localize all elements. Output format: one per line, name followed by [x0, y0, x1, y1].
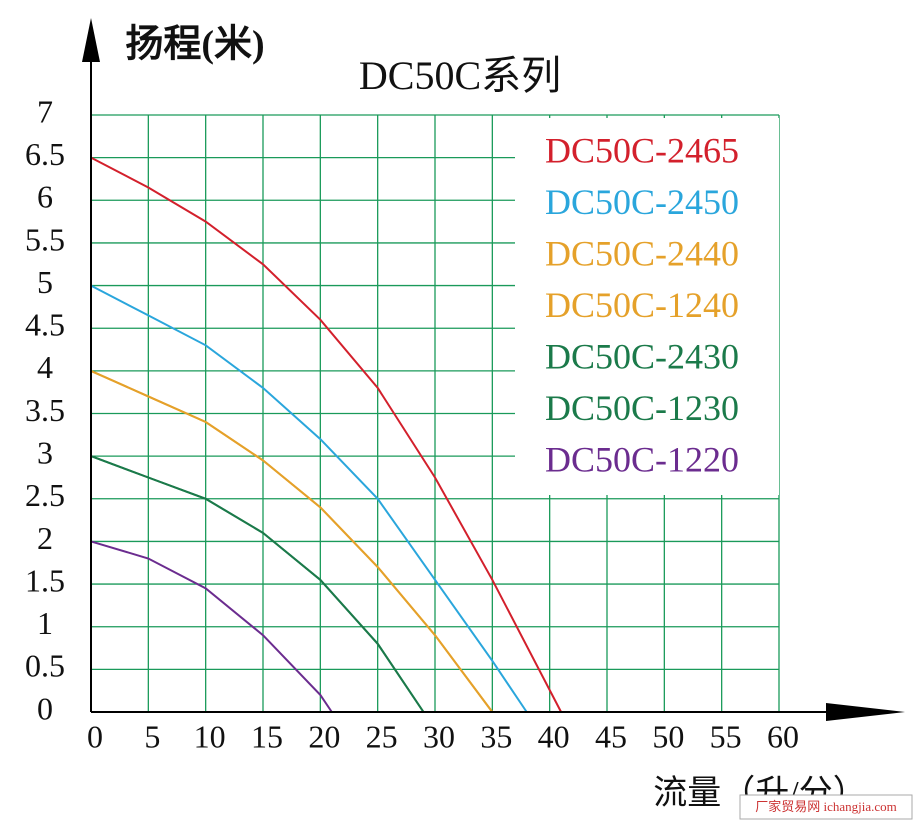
y-tick-label: 3: [37, 434, 53, 470]
x-tick-label: 15: [251, 718, 283, 754]
y-tick-label: 0.5: [25, 648, 65, 684]
y-tick-label: 5.5: [25, 221, 65, 257]
series-line: [90, 540, 333, 713]
series-line: [90, 369, 494, 713]
y-arrow: [82, 18, 100, 62]
x-tick-label: 20: [308, 718, 340, 754]
series-line: [90, 455, 425, 713]
watermark: 厂家贸易网 ichangjia.com: [755, 799, 897, 814]
legend-entry: DC50C-2440: [545, 233, 739, 273]
y-tick-label: 2.5: [25, 477, 65, 513]
legend-entry: DC50C-1230: [545, 388, 739, 428]
x-tick-label: 45: [595, 718, 627, 754]
y-tick-label: 1: [37, 605, 53, 641]
legend-entry: DC50C-2430: [545, 336, 739, 376]
series-line: [90, 156, 562, 713]
x-tick-label: 0: [87, 718, 103, 754]
chart-title: DC50C系列: [359, 53, 561, 98]
watermark-box: [739, 794, 913, 820]
y-tick-label: 1.5: [25, 562, 65, 598]
legend-entry: DC50C-2450: [545, 182, 739, 222]
y-axis-label: 扬程(米): [125, 24, 264, 66]
x-tick-label: 40: [538, 718, 570, 754]
x-tick-label: 35: [480, 718, 512, 754]
x-arrow: [826, 703, 905, 721]
y-tick-label: 2: [37, 520, 53, 556]
y-tick-label: 7: [37, 93, 53, 129]
x-tick-label: 10: [194, 718, 226, 754]
legend-entry: DC50C-1220: [545, 439, 739, 479]
x-tick-label: 30: [423, 718, 455, 754]
x-tick-label: 60: [767, 718, 799, 754]
y-tick-label: 4: [37, 349, 53, 385]
y-tick-label: 6: [37, 179, 53, 215]
legend-box: [515, 118, 779, 495]
x-tick-label: 5: [144, 718, 160, 754]
x-tick-label: 50: [652, 718, 684, 754]
legend-entry: DC50C-1240: [545, 285, 739, 325]
x-tick-label: 55: [710, 718, 742, 754]
x-tick-label: 25: [366, 718, 398, 754]
y-tick-label: 6.5: [25, 136, 65, 172]
legend-entry: DC50C-2465: [545, 130, 739, 170]
y-tick-label: 3.5: [25, 392, 65, 428]
y-tick-label: 4.5: [25, 307, 65, 343]
y-tick-label: 5: [37, 264, 53, 300]
series-line: [90, 284, 528, 713]
y-tick-label: 0: [37, 690, 53, 726]
